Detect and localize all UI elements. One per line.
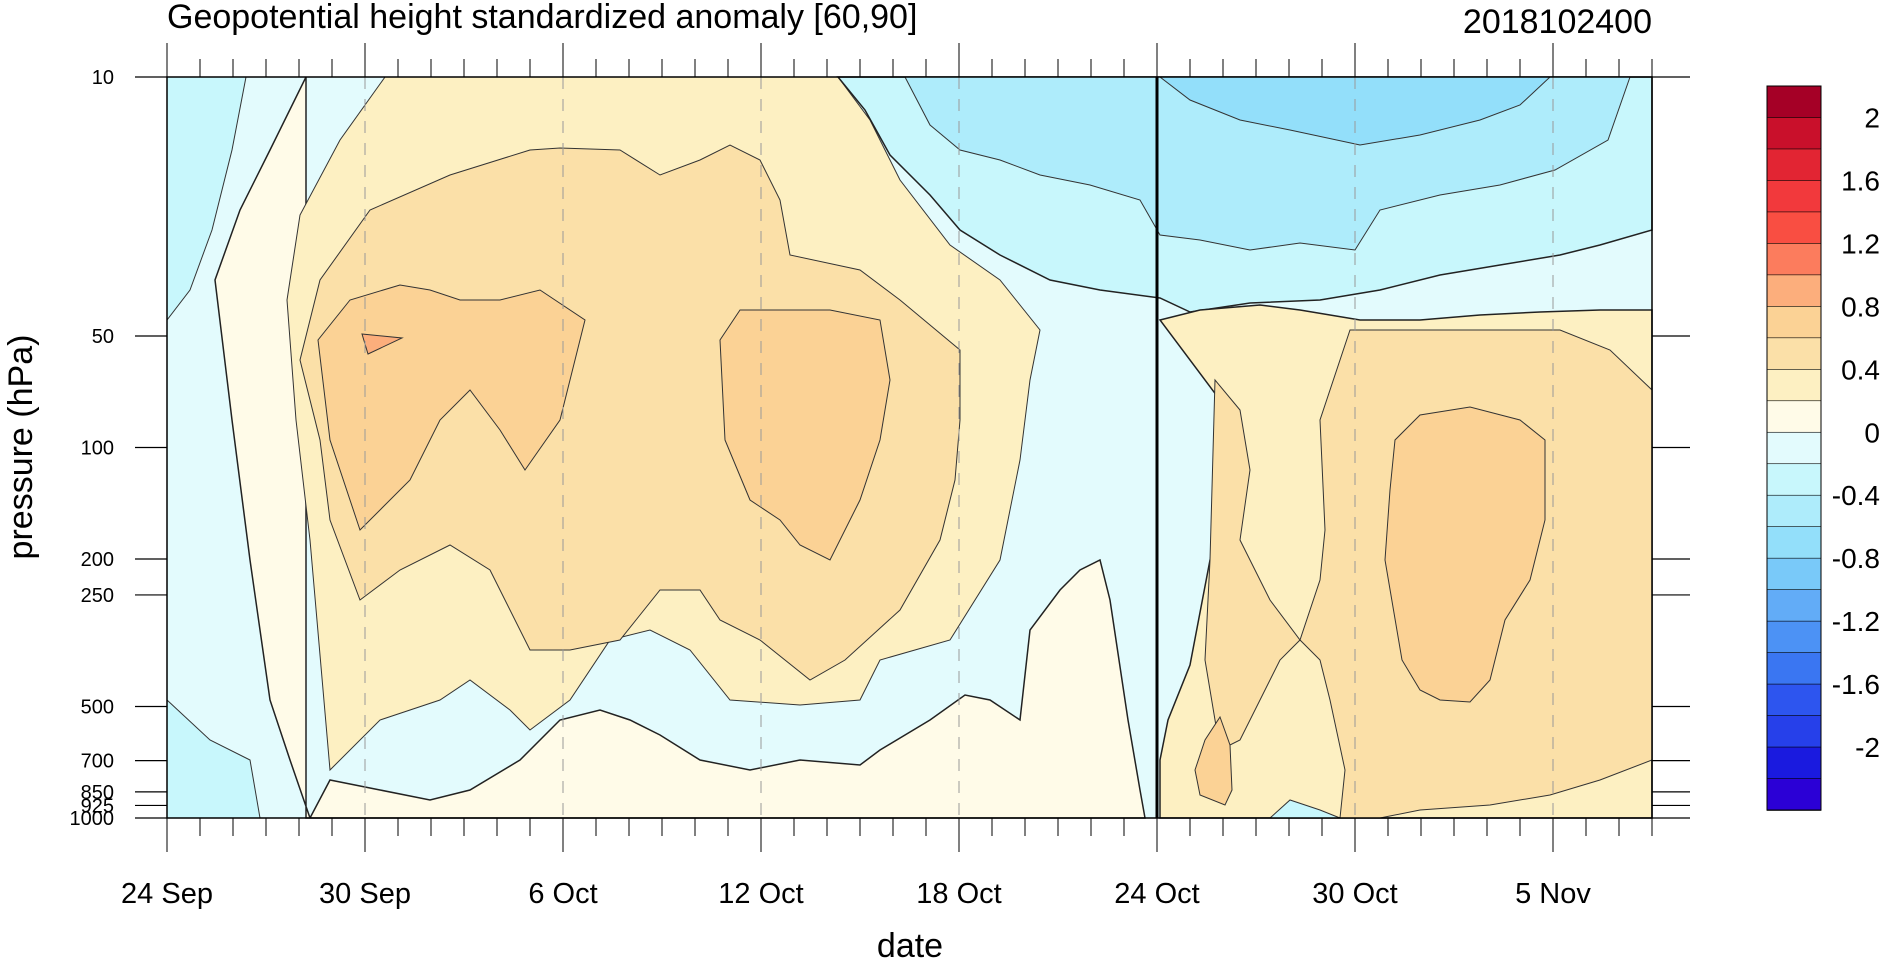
colorbar-label: 0.8 [1841,291,1880,322]
contour-region-pos-right-inner [1384,406,1546,703]
y-tick-label: 1000 [70,808,115,830]
y-axis-right-ticks [1652,76,1690,819]
contour-region-pos-inner-mid [719,309,891,561]
colorbar-swatch [1766,117,1822,150]
colorbar-swatch [1766,400,1822,434]
colorbar-swatch [1766,337,1822,371]
chart-date-stamp: 2018102400 [1463,3,1652,41]
x-tick-label: 6 Oct [528,878,597,910]
colorbar-swatch [1766,243,1822,276]
colorbar-label: 0.4 [1841,354,1880,385]
y-tick-label: 250 [81,585,114,607]
colorbar-label: -0.8 [1832,543,1880,574]
colorbar-swatch [1766,180,1822,213]
y-tick-label: 850 [81,782,114,804]
x-tick-label: 30 Oct [1312,878,1397,910]
colorbar-swatch [1766,652,1822,685]
colorbar-swatch [1766,274,1822,308]
plot-area [166,76,1653,819]
y-tick-label: 50 [92,326,114,348]
colorbar-swatch [1766,620,1822,654]
y-tick-label: 700 [81,751,114,773]
y-axis-title: pressure (hPa) [2,335,40,560]
y-tick-label: 925 [81,795,114,817]
colorbar-swatch [1766,746,1822,780]
x-tick-label: 18 Oct [916,878,1001,910]
colorbar-swatch [1766,431,1822,465]
colorbar-frame [1766,85,1822,811]
colorbar-swatch [1766,369,1822,402]
colorbar-label: 0 [1864,417,1880,448]
contour-region-pos-core-left [299,144,961,681]
colorbar-swatch [1766,715,1822,748]
colorbar-label: 1.6 [1841,165,1880,196]
colorbar: 2 1.6 1.2 0.8 0.4 0 -0.4 -0.8 -1.2 -1.6 -2 [1766,85,1880,811]
colorbar-label: -1.2 [1832,606,1880,637]
colorbar-label: -1.6 [1832,669,1880,700]
chart-title: Geopotential height standardized anomaly… [167,0,917,36]
colorbar-swatch [1766,557,1822,591]
colorbar-swatch [1766,463,1822,497]
x-axis: 24 Sep 30 Sep 6 Oct 12 Oct 18 Oct 24 Oct 30 Oc… [121,43,1653,910]
contour-region-pos-small-left [1194,715,1233,806]
colorbar-swatch [1766,683,1822,717]
y-tick-label: 500 [81,696,114,718]
x-tick-label: 5 Nov [1515,878,1591,910]
colorbar-swatch [1766,148,1822,182]
colorbar-label: -0.4 [1832,480,1880,511]
x-tick-label: 30 Sep [319,878,411,910]
contour-fill-regions [166,76,1653,819]
x-tick-label: 24 Oct [1114,878,1199,910]
colorbar-swatch [1766,589,1822,622]
colorbar-swatch [1766,494,1822,528]
x-axis-title: date [877,927,943,965]
colorbar-swatch [1766,306,1822,339]
colorbar-swatch [1766,85,1822,119]
y-tick-label: 10 [92,67,114,89]
colorbar-label: 2 [1864,102,1880,133]
colorbar-swatch [1766,526,1822,559]
colorbar-swatch [1766,211,1822,245]
contour-region-neutral-left [214,76,1146,819]
colorbar-label: -2 [1855,732,1880,763]
y-tick-label: 200 [81,549,114,571]
y-tick-label: 100 [81,438,114,460]
x-tick-label: 12 Oct [718,878,803,910]
colorbar-label: 1.2 [1841,228,1880,259]
colorbar-swatch [1766,778,1822,811]
x-tick-label: 24 Sep [121,878,213,910]
